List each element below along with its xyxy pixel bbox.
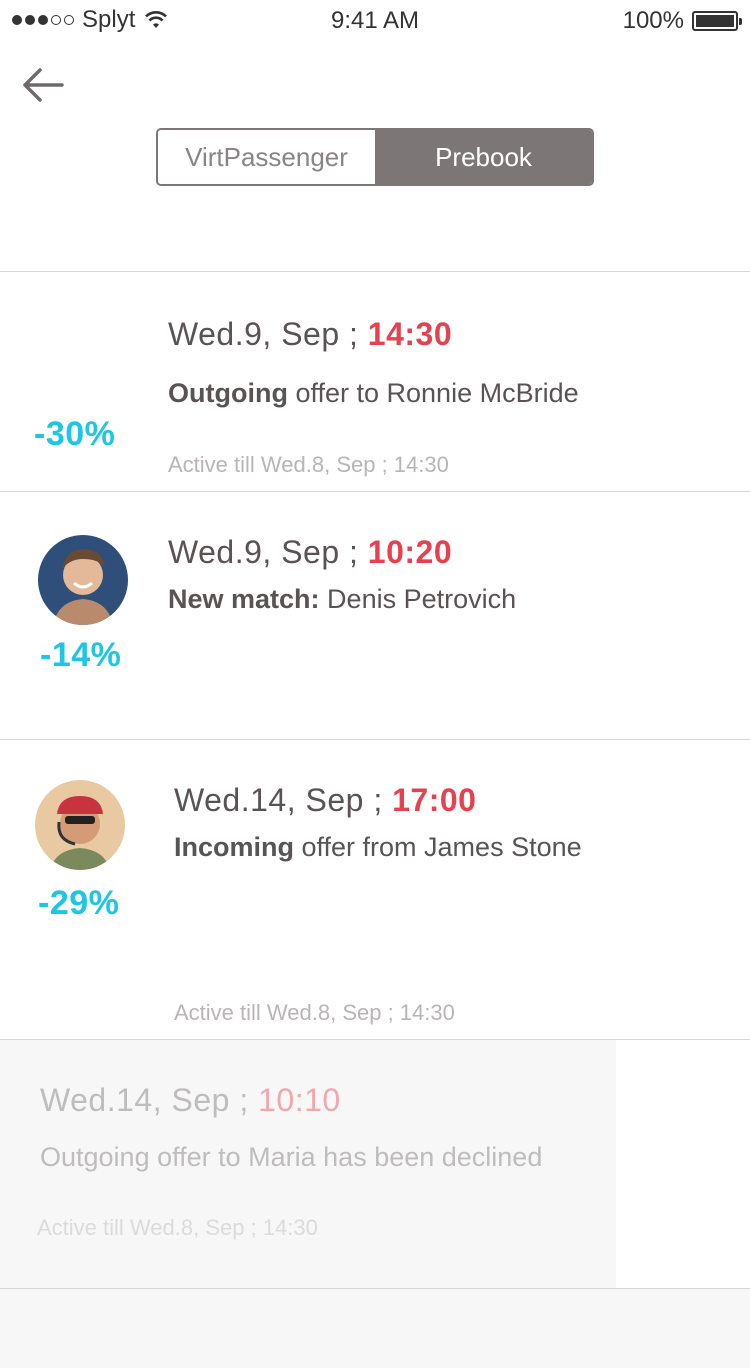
item-date-text: Wed.9, Sep ; [168,316,359,352]
divider [0,1039,750,1040]
discount-badge: -14% [40,636,122,674]
item-date: Wed.9, Sep ; 14:30 [168,316,452,353]
item-date: Wed.14, Sep ; 17:00 [174,782,476,819]
avatar-denis-image [38,535,128,625]
item-time: 10:20 [367,534,453,570]
discount-badge: -30% [34,415,116,453]
segmented-control: VirtPassenger Prebook [156,128,594,186]
item-date-text: Wed.14, Sep ; [174,782,383,818]
divider [0,271,750,272]
list-item[interactable]: Wed.14, Sep ; 17:00 Incoming offer from … [0,740,750,1039]
item-date: Wed.9, Sep ; 10:20 [168,534,452,571]
avatar [38,535,128,625]
list-item[interactable]: Wed.9, Sep ; 10:20 New match: Denis Petr… [0,492,750,739]
signal-strength-icon [12,15,74,25]
item-time: 17:00 [392,782,477,818]
status-bar: Splyt 9:41 AM 100% [0,0,750,40]
item-description-text: Denis Petrovich [319,584,517,614]
status-time: 9:41 AM [330,7,420,34]
bottom-area [0,1289,750,1368]
item-time: 14:30 [367,316,453,352]
item-description: New match: Denis Petrovich [168,584,516,615]
avatar-james-image [35,780,125,870]
wifi-icon [145,11,168,28]
battery-percent: 100% [622,7,684,34]
arrow-left-icon [23,68,64,102]
divider [0,739,750,740]
item-date-text: Wed.9, Sep ; [168,534,359,570]
item-description-bold: Outgoing [168,378,288,408]
status-left: Splyt [12,6,169,34]
battery-icon [692,11,742,31]
discount-badge: -29% [38,884,120,922]
status-right: 100% [622,7,742,35]
active-till: Active till Wed.8, Sep ; 14:30 [168,452,449,477]
item-description-bold: Incoming [174,832,294,862]
avatar [35,780,125,870]
list-item-declined[interactable]: Wed.14, Sep ; 10:10 Outgoing offer to Ma… [0,1040,616,1288]
item-description: Outgoing offer to Ronnie McBride [168,378,579,409]
divider [0,1288,750,1289]
carrier-name: Splyt [82,6,136,33]
item-date: Wed.14, Sep ; 10:10 [40,1082,341,1119]
item-description-text: offer to Ronnie McBride [287,378,579,408]
item-description-text: offer from James Stone [294,832,582,862]
item-description: Outgoing offer to Maria has been decline… [40,1142,543,1172]
tab-prebook[interactable]: Prebook [375,130,592,184]
active-till: Active till Wed.8, Sep ; 14:30 [174,1000,455,1025]
tab-virtpassenger[interactable]: VirtPassenger [158,130,375,184]
active-till: Active till Wed.8, Sep ; 14:30 [37,1215,318,1240]
list-item[interactable]: Wed.9, Sep ; 14:30 Outgoing offer to Ron… [0,272,750,491]
item-date-text: Wed.14, Sep ; [40,1082,249,1118]
item-description-bold: New match: [168,584,320,614]
item-time: 10:10 [258,1082,341,1118]
back-button[interactable] [20,62,68,110]
divider [0,491,750,492]
item-description: Incoming offer from James Stone [174,832,582,863]
